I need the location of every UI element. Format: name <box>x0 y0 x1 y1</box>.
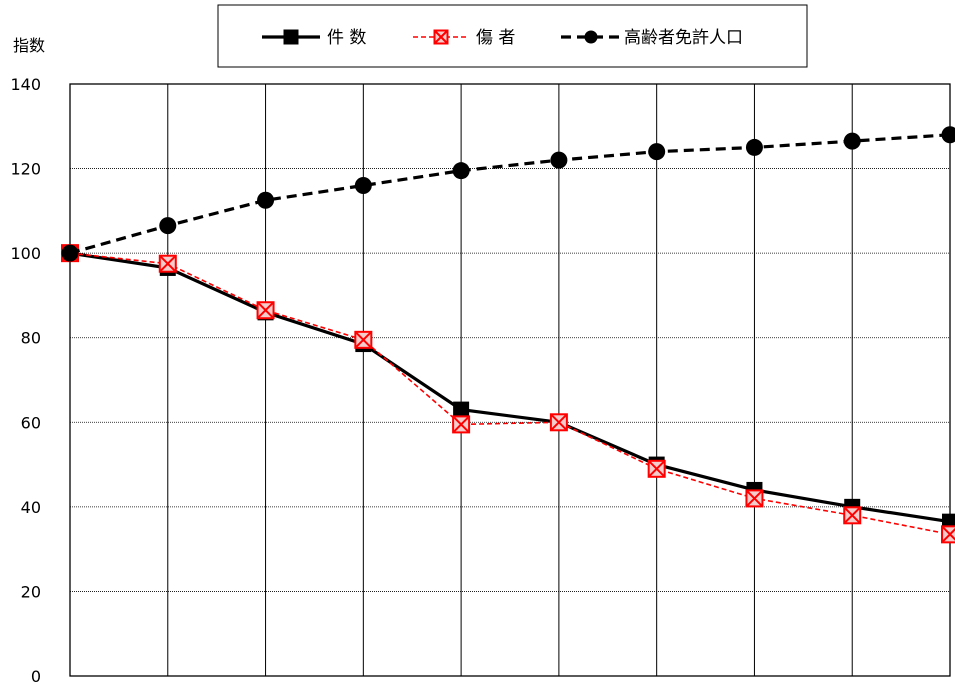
data-point <box>158 254 177 273</box>
legend-label: 高齢者免許人口 <box>624 28 743 48</box>
data-point <box>648 143 666 161</box>
data-point <box>61 244 79 262</box>
data-point <box>256 301 275 320</box>
data-point <box>550 151 568 169</box>
data-point <box>433 29 449 45</box>
data-point <box>647 459 666 478</box>
legend-label: 傷 者 <box>476 28 515 48</box>
data-point <box>453 401 470 418</box>
series-line <box>69 133 951 255</box>
data-point <box>452 415 471 434</box>
grid <box>70 84 950 676</box>
data-point <box>941 126 955 144</box>
plot-area <box>69 83 951 677</box>
data-point <box>745 138 763 156</box>
y-tick-label: 140 <box>10 75 41 94</box>
legend-label: 件 数 <box>327 28 366 48</box>
data-point <box>159 217 177 235</box>
data-point <box>549 413 568 432</box>
data-point <box>941 525 955 544</box>
legend: 件 数 傷 者 高齢者免許人口 <box>217 4 808 68</box>
data-point <box>283 29 299 45</box>
y-tick-label: 0 <box>31 667 41 684</box>
y-tick-label: 20 <box>21 582 41 601</box>
y-tick-label: 40 <box>21 498 41 517</box>
data-point <box>257 191 275 209</box>
data-point <box>843 506 862 525</box>
legend-item: 高齢者免許人口 <box>561 28 743 48</box>
legend-item: 件 数 <box>262 28 366 48</box>
series-3 <box>61 126 955 262</box>
series-1 <box>62 245 955 530</box>
series-2 <box>61 244 955 544</box>
y-tick-label: 100 <box>10 244 41 263</box>
y-tick-label: 60 <box>21 413 41 432</box>
y-axis-ticks: 0 20 40 60 80 100 120 140 <box>10 75 41 684</box>
data-point <box>354 330 373 349</box>
data-point <box>843 132 861 150</box>
y-tick-label: 80 <box>21 329 41 348</box>
data-point <box>452 162 470 180</box>
data-point <box>354 176 372 194</box>
y-axis-title: 指数 <box>13 36 45 55</box>
series <box>61 126 955 544</box>
series-line <box>69 251 951 524</box>
data-point <box>584 30 598 44</box>
series-line <box>69 252 951 536</box>
y-tick-label: 120 <box>10 160 41 179</box>
data-point <box>745 489 764 508</box>
legend-item: 傷 者 <box>413 28 515 48</box>
